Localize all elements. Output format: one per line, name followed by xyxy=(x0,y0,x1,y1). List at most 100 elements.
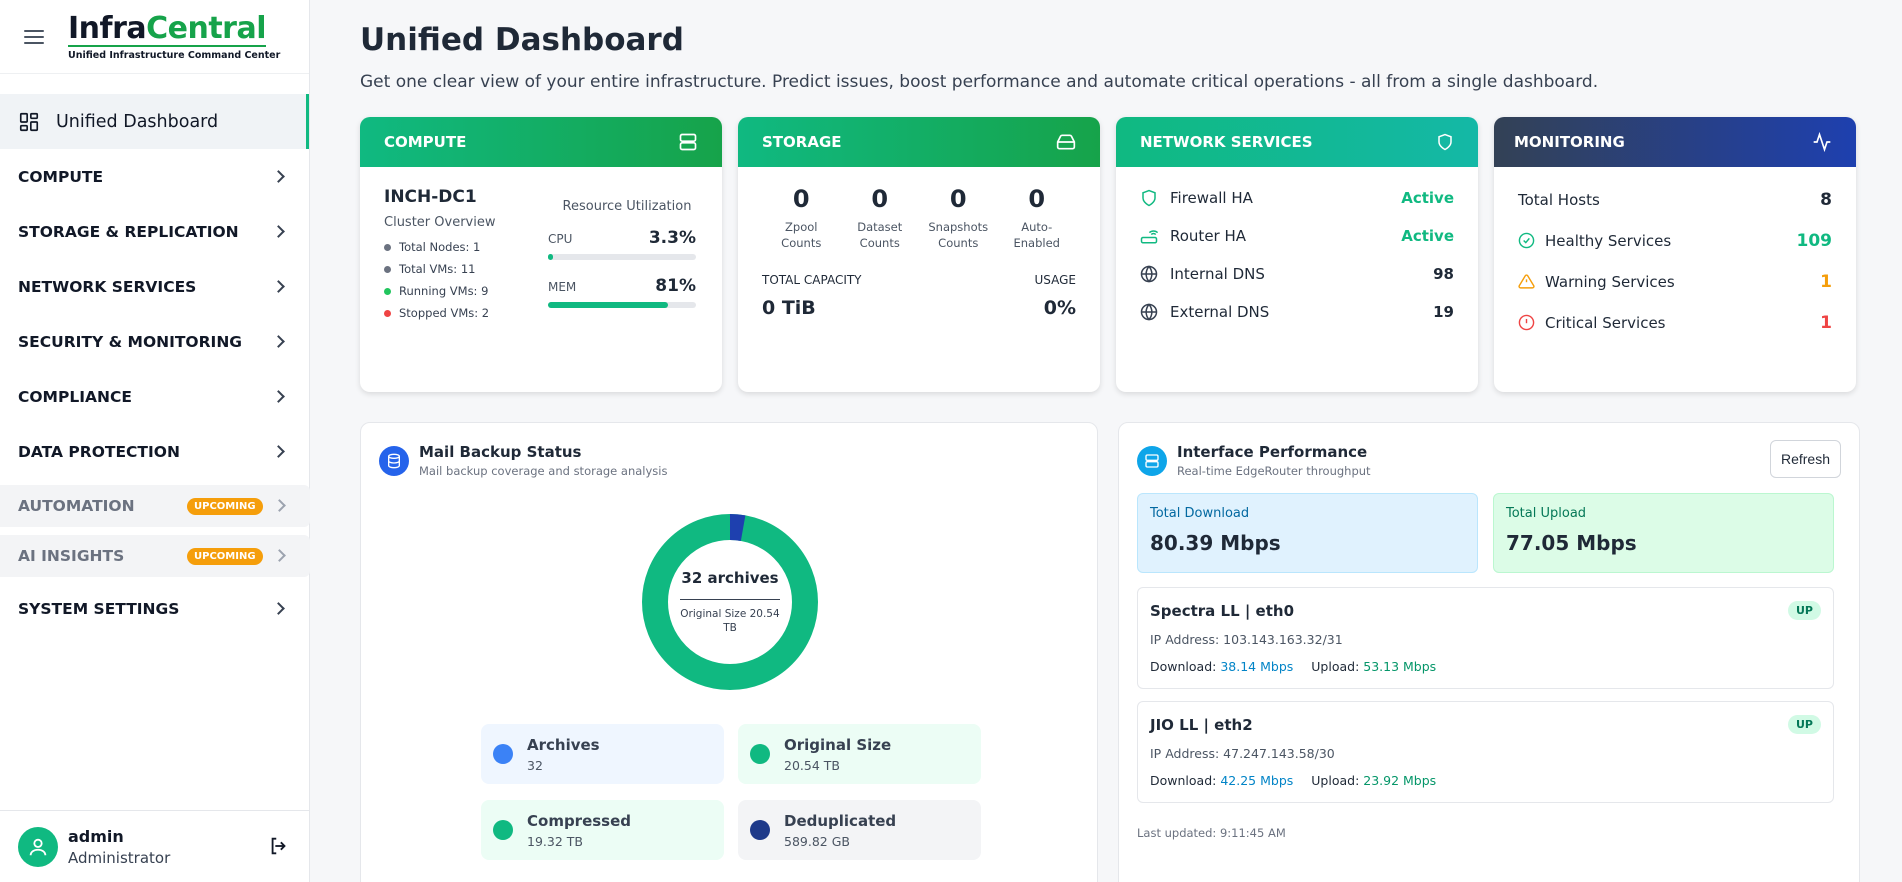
panel-subtitle: Mail backup coverage and storage analysi… xyxy=(419,464,668,478)
total-download-label: Total Download xyxy=(1150,506,1250,521)
globe-icon xyxy=(1140,303,1158,321)
sidebar-item-network-services[interactable]: NETWORK SERVICES xyxy=(0,259,309,314)
refresh-button[interactable]: Refresh xyxy=(1769,440,1841,478)
row-label: Total Hosts xyxy=(1518,190,1600,209)
interface-card-eth0[interactable]: Spectra LL | eth0 UP IP Address: 103.143… xyxy=(1137,587,1834,689)
sidebar-item-label: SECURITY & MONITORING xyxy=(18,332,243,351)
healthy-services-row: Healthy Services 109 xyxy=(1518,220,1832,261)
interface-card-eth2[interactable]: JIO LL | eth2 UP IP Address: 47.247.143.… xyxy=(1137,701,1834,803)
server-icon xyxy=(1137,445,1167,476)
monitoring-card[interactable]: MONITORING Total Hosts 8 Healthy Service… xyxy=(1494,117,1856,392)
legend-value: 20.54 TB xyxy=(784,757,840,773)
avatar[interactable] xyxy=(18,826,58,867)
globe-icon xyxy=(1140,265,1158,283)
interface-ip: IP Address: 47.247.143.58/30 xyxy=(1150,746,1335,761)
legend-dot xyxy=(750,744,770,764)
mem-label: MEM xyxy=(548,280,577,294)
row-label: Healthy Services xyxy=(1545,231,1672,250)
total-upload-value: 77.05 Mbps xyxy=(1506,531,1637,555)
interface-header: Interface Performance Real-time EdgeRout… xyxy=(1119,423,1859,478)
row-value: 1 xyxy=(1820,312,1832,333)
status-dot xyxy=(384,309,391,317)
status-badge: UP xyxy=(1788,715,1821,734)
row-label: Internal DNS xyxy=(1170,265,1265,283)
row-value: 1 xyxy=(1820,271,1832,292)
sidebar-item-compute[interactable]: COMPUTE xyxy=(0,149,309,204)
card-title: STORAGE xyxy=(762,133,842,151)
legend-label: Original Size xyxy=(784,735,892,754)
count-value: 0 xyxy=(792,185,810,213)
logout-icon[interactable] xyxy=(268,835,290,857)
count-label: Snapshots xyxy=(928,220,989,234)
donut-svg xyxy=(642,514,818,690)
interface-name: JIO LL | eth2 xyxy=(1150,716,1253,734)
sidebar-item-unified-dashboard[interactable]: Unified Dashboard xyxy=(0,94,309,149)
external-dns-row: External DNS 19 xyxy=(1140,293,1454,331)
cluster-stat-label: Total VMs: 11 xyxy=(399,262,476,276)
cluster-stat-item: Stopped VMs: 2 xyxy=(384,306,698,320)
legend-dot xyxy=(493,744,513,764)
status-badge: UP xyxy=(1788,601,1821,620)
row-label: Firewall HA xyxy=(1170,189,1253,207)
download-value: 38.14 Mbps xyxy=(1220,659,1294,674)
storage-counts: 0 Zpool Counts 0 Dataset Counts 0 Snapshots Co… xyxy=(762,185,1076,251)
shield-icon xyxy=(1142,189,1156,207)
cluster-stat-label: Stopped VMs: 2 xyxy=(399,306,490,320)
mail-backup-donut-chart: 32 archives Original Size 20.54 TB xyxy=(642,514,818,690)
count-value: 0 xyxy=(949,185,967,213)
download-label: Download: xyxy=(1150,659,1217,674)
panel-title: Mail Backup Status xyxy=(419,443,582,461)
cluster-stats-list: Total Nodes: 1 Total VMs: 11 Running VMs: … xyxy=(384,240,698,320)
cluster-stat-label: Running VMs: 9 xyxy=(399,284,489,298)
row-label: External DNS xyxy=(1170,303,1270,321)
capacity-label: TOTAL CAPACITY xyxy=(762,273,862,287)
logo-tagline: Unified Infrastructure Command Center xyxy=(68,49,281,61)
sidebar-item-storage-replication[interactable]: STORAGE & REPLICATION xyxy=(0,204,309,259)
network-services-card[interactable]: NETWORK SERVICES Firewall HA Active Rout… xyxy=(1116,117,1478,392)
user-name: admin xyxy=(68,826,124,846)
router-icon xyxy=(1140,230,1158,244)
chevron-right-icon xyxy=(272,334,285,348)
total-download-box: Total Download 80.39 Mbps xyxy=(1137,493,1478,573)
cluster-stat-label: Total Nodes: 1 xyxy=(399,240,481,254)
upcoming-badge: UPCOMING xyxy=(187,497,263,515)
panel-title: Interface Performance xyxy=(1177,443,1368,461)
compute-card[interactable]: COMPUTE INCH-DC1 Cluster Overview Total … xyxy=(360,117,722,392)
upload-label: Upload: xyxy=(1311,773,1360,788)
sidebar-item-security-monitoring[interactable]: SECURITY & MONITORING xyxy=(0,314,309,369)
mail-backup-panel: Mail Backup Status Mail backup coverage … xyxy=(360,422,1098,882)
count-label: Zpool xyxy=(785,220,818,234)
resource-utilization: Resource Utilization CPU 3.3% MEM 81% xyxy=(548,199,696,308)
sidebar-item-system-settings[interactable]: SYSTEM SETTINGS xyxy=(0,581,309,636)
cpu-bar xyxy=(548,254,696,260)
sidebar-item-compliance[interactable]: COMPLIANCE xyxy=(0,369,309,424)
interface-name: Spectra LL | eth0 xyxy=(1150,602,1295,620)
page-subtitle: Get one clear view of your entire infras… xyxy=(360,72,1599,92)
legend-value: 589.82 GB xyxy=(784,833,850,849)
cluster-stat-item: Total VMs: 11 xyxy=(384,262,698,276)
donut-center: 32 archives Original Size 20.54 TB xyxy=(642,514,818,690)
status-dot xyxy=(384,265,391,273)
interface-performance-panel: Interface Performance Real-time EdgeRout… xyxy=(1118,422,1860,882)
compute-card-header: COMPUTE xyxy=(360,117,722,167)
chevron-right-icon xyxy=(272,224,285,238)
chevron-right-icon xyxy=(272,279,285,293)
total-upload-box: Total Upload 77.05 Mbps xyxy=(1493,493,1834,573)
logo[interactable]: InfraCentral Unified Infrastructure Comm… xyxy=(68,12,281,61)
row-value: 109 xyxy=(1796,230,1833,251)
sidebar-item-data-protection[interactable]: DATA PROTECTION xyxy=(0,424,309,479)
legend-compressed: Compressed 19.32 TB xyxy=(481,800,724,860)
sidebar-item-automation[interactable]: AUTOMATION UPCOMING xyxy=(0,485,310,527)
sidebar-item-ai-insights[interactable]: AI INSIGHTS UPCOMING xyxy=(0,535,310,577)
sidebar-nav: Unified Dashboard COMPUTE STORAGE & REPL… xyxy=(0,94,310,636)
total-hosts-row: Total Hosts 8 xyxy=(1518,179,1832,220)
interface-throughput: Download: 42.25 Mbps Upload: 23.92 Mbps xyxy=(1150,773,1821,788)
mem-value: 81% xyxy=(655,276,696,296)
storage-card[interactable]: STORAGE 0 Zpool Counts 0 Dataset Counts 0 Sna… xyxy=(738,117,1100,392)
menu-toggle-icon[interactable] xyxy=(24,29,44,44)
count-label: Counts xyxy=(938,236,979,250)
sidebar-item-label: DATA PROTECTION xyxy=(18,442,180,461)
row-value: Active xyxy=(1401,189,1454,207)
download-value: 42.25 Mbps xyxy=(1220,773,1294,788)
count-value: 0 xyxy=(1028,185,1046,213)
